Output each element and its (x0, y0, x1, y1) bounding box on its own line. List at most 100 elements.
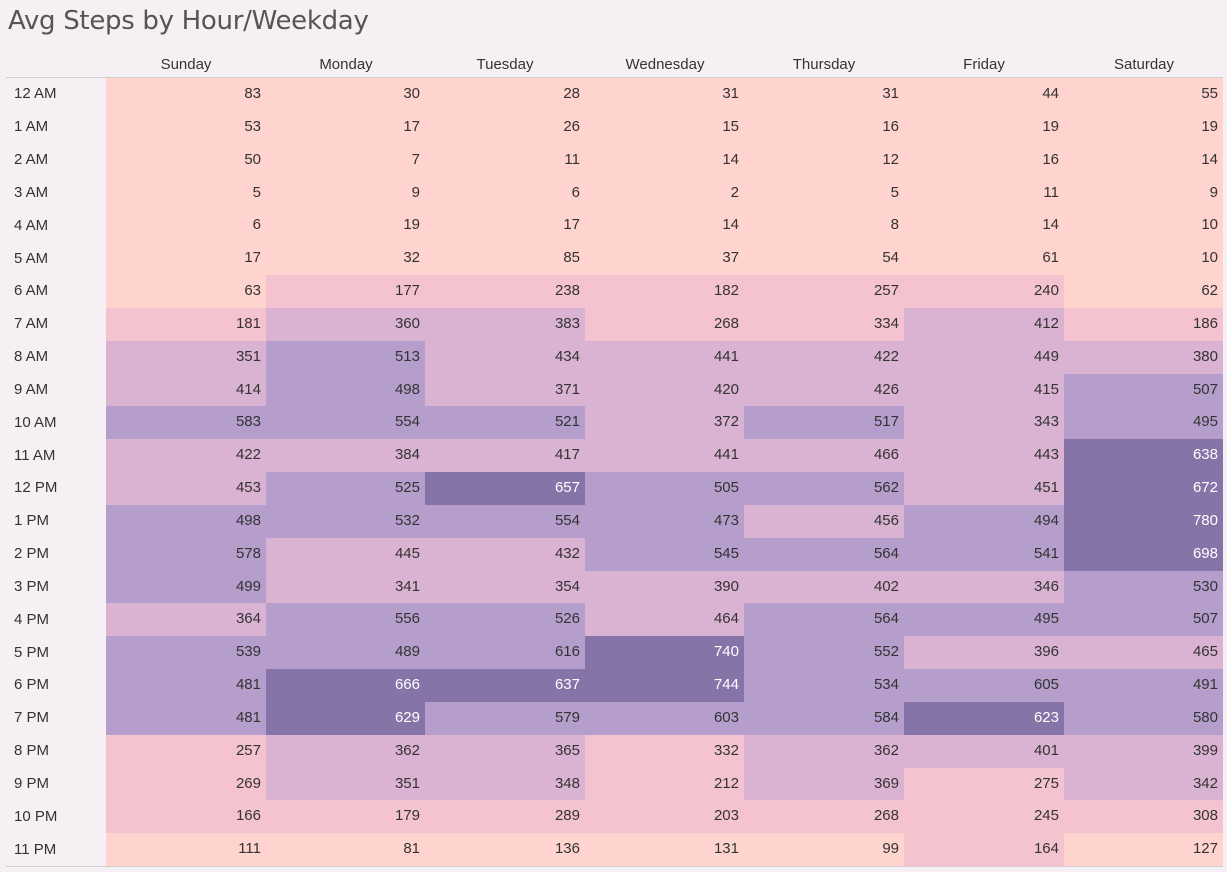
heatmap-cell: 334 (744, 307, 904, 342)
heatmap-cell: 268 (585, 307, 744, 342)
heatmap-cell: 351 (106, 340, 266, 374)
heatmap-cell: 740 (585, 636, 744, 670)
column-header-friday: Friday (963, 56, 1005, 73)
heatmap-cell: 422 (106, 439, 266, 473)
row-label: 10 PM (14, 807, 58, 825)
row-label: 8 PM (14, 742, 50, 760)
heatmap-cell: 346 (904, 570, 1064, 604)
row-label: 3 AM (14, 183, 49, 201)
heatmap-cell: 61 (904, 242, 1064, 276)
heatmap-cell: 15 (585, 110, 744, 145)
heatmap-cell: 603 (585, 701, 744, 736)
header-divider (6, 77, 1223, 78)
heatmap-cell: 426 (744, 373, 904, 407)
heatmap-cell: 9 (1064, 176, 1223, 210)
heatmap-cell: 5 (106, 176, 266, 210)
heatmap-cell: 54 (744, 242, 904, 276)
heatmap-cell: 390 (585, 570, 744, 604)
heatmap-cell: 9 (266, 176, 425, 210)
row-label: 4 PM (14, 610, 50, 628)
heatmap-cell: 6 (425, 176, 585, 210)
heatmap-cell: 348 (425, 767, 585, 801)
heatmap-cell: 12 (744, 143, 904, 177)
heatmap-cell: 420 (585, 373, 744, 407)
heatmap-cell: 580 (1064, 701, 1223, 736)
row-label: 8 AM (14, 348, 49, 366)
heatmap-cell: 83 (106, 78, 266, 112)
heatmap-cell: 354 (425, 570, 585, 604)
row-label: 12 PM (14, 479, 58, 497)
heatmap-cell: 10 (1064, 209, 1223, 243)
heatmap-cell: 414 (106, 373, 266, 407)
heatmap-cell: 657 (425, 472, 585, 506)
heatmap-cell: 605 (904, 669, 1064, 703)
heatmap-cell: 495 (904, 603, 1064, 637)
heatmap-cell: 50 (106, 143, 266, 177)
heatmap-cell: 466 (744, 439, 904, 473)
heatmap-cell: 521 (425, 406, 585, 440)
heatmap-cell: 616 (425, 636, 585, 670)
heatmap-cell: 412 (904, 307, 1064, 342)
heatmap-cell: 14 (585, 209, 744, 243)
heatmap-cell: 415 (904, 373, 1064, 407)
row-label: 6 PM (14, 676, 50, 694)
heatmap-cell: 465 (1064, 636, 1223, 670)
heatmap-cell: 17 (106, 242, 266, 276)
heatmap-cell: 672 (1064, 472, 1223, 506)
row-label: 5 AM (14, 249, 49, 267)
row-label: 2 AM (14, 151, 49, 169)
heatmap-cell: 268 (744, 800, 904, 834)
chart-title: Avg Steps by Hour/Weekday (8, 6, 369, 36)
heatmap-cell: 494 (904, 504, 1064, 539)
heatmap-cell: 530 (1064, 570, 1223, 604)
heatmap-cell: 401 (904, 734, 1064, 768)
heatmap-cell: 780 (1064, 504, 1223, 539)
heatmap-cell: 63 (106, 275, 266, 309)
heatmap-cell: 554 (266, 406, 425, 440)
heatmap-cell: 14 (585, 143, 744, 177)
heatmap-cell: 498 (106, 504, 266, 539)
heatmap-cell: 371 (425, 373, 585, 407)
heatmap-cell: 16 (904, 143, 1064, 177)
heatmap-cell: 7 (266, 143, 425, 177)
column-header-saturday: Saturday (1113, 56, 1175, 73)
row-label: 1 AM (14, 118, 49, 136)
heatmap-cell: 19 (266, 209, 425, 243)
heatmap-cell: 37 (585, 242, 744, 276)
heatmap-cell: 402 (744, 570, 904, 604)
heatmap-cell: 53 (106, 110, 266, 145)
heatmap-cell: 369 (744, 767, 904, 801)
heatmap-cell: 8 (744, 209, 904, 243)
heatmap-cell: 257 (744, 275, 904, 309)
heatmap-cell: 257 (106, 734, 266, 768)
heatmap-cell: 637 (425, 669, 585, 703)
heatmap-cell: 62 (1064, 275, 1223, 309)
heatmap-cell: 166 (106, 800, 266, 834)
heatmap-cell: 14 (1064, 143, 1223, 177)
heatmap-cell: 362 (744, 734, 904, 768)
heatmap-cell: 136 (425, 833, 585, 867)
heatmap-cell: 341 (266, 570, 425, 604)
heatmap-cell: 360 (266, 307, 425, 342)
heatmap-cell: 443 (904, 439, 1064, 473)
heatmap-cell: 31 (585, 78, 744, 112)
row-label: 12 AM (14, 85, 57, 103)
heatmap-cell: 489 (266, 636, 425, 670)
heatmap-cell: 583 (106, 406, 266, 440)
heatmap-cell: 698 (1064, 537, 1223, 571)
heatmap-cell: 578 (106, 537, 266, 571)
heatmap-cell: 380 (1064, 340, 1223, 374)
heatmap-cell: 505 (585, 472, 744, 506)
heatmap-cell: 6 (106, 209, 266, 243)
heatmap-cell: 289 (425, 800, 585, 834)
row-label: 1 PM (14, 512, 50, 530)
heatmap-cell: 269 (106, 767, 266, 801)
heatmap-cell: 240 (904, 275, 1064, 309)
heatmap-cell: 55 (1064, 78, 1223, 112)
heatmap-cell: 456 (744, 504, 904, 539)
heatmap-cell: 19 (904, 110, 1064, 145)
heatmap-cell: 584 (744, 701, 904, 736)
heatmap-cell: 26 (425, 110, 585, 145)
heatmap-cell: 17 (266, 110, 425, 145)
heatmap-cell: 10 (1064, 242, 1223, 276)
